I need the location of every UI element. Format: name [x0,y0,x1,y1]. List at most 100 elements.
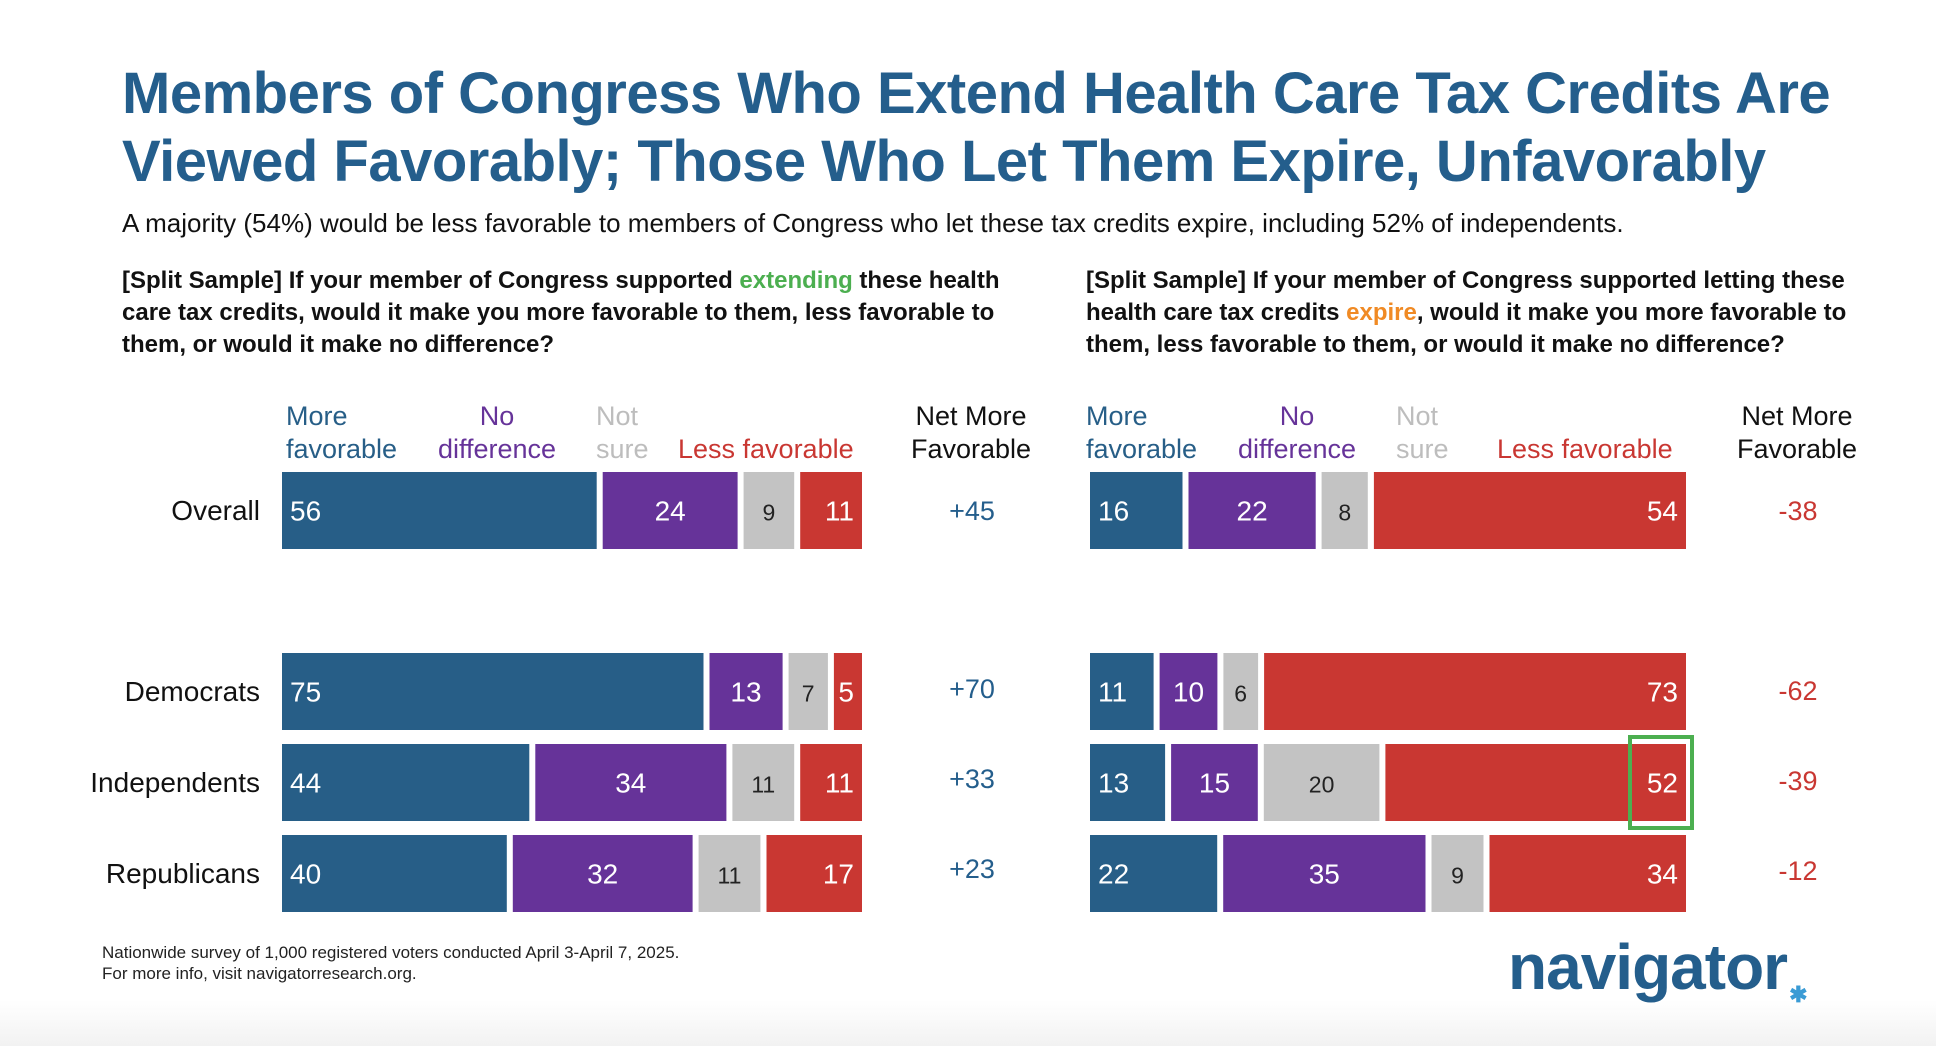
right-header-nodiff-line1: No [1279,401,1315,431]
left-bar-independents-more [282,744,530,821]
right-bar-independents-notsure [1263,744,1380,821]
left-bar-republicans-notsure [698,835,761,912]
left-net-republicans: +23 [949,854,995,884]
left-header-notsure: Not sure [596,400,649,466]
left-label-republicans-nodiff: 32 [587,859,618,890]
left-net-democrats: +70 [949,674,995,704]
left-bar-republicans-nodiff [512,835,693,912]
right-label-democrats-more: 11 [1098,677,1127,708]
left-bar-democrats-more [282,653,704,730]
right-label-overall-more: 16 [1098,496,1129,527]
right-label-overall-nodiff: 22 [1237,496,1268,527]
left-question-highlight: extending [739,267,853,294]
right-bar-republicans-more [1090,835,1218,912]
left-header-more-line2: favorable [286,434,398,464]
row-label-democrats: Democrats [124,676,260,707]
right-header-more-line2: favorable [1086,434,1198,464]
left-label-overall-less: 11 [825,496,854,527]
left-header-net: Net More Favorable [906,400,1036,466]
left-net-independents: +33 [949,764,995,794]
right-bar-overall-notsure [1321,472,1368,549]
right-bar-overall-less [1373,472,1686,549]
left-bar-democrats-less [833,653,862,730]
left-header-nodiff-line1: No [479,401,515,431]
right-bar-republicans-notsure [1431,835,1484,912]
left-bar-democrats-notsure [788,653,828,730]
right-net-democrats: -62 [1778,676,1818,706]
left-label-independents-more: 44 [290,768,321,799]
right-header-notsure: Not sure [1396,400,1449,466]
right-bar-democrats-more [1090,653,1154,730]
right-header-net-line1: Net More [1741,401,1853,431]
left-label-overall-nodiff: 24 [655,496,686,527]
left-label-democrats-notsure: 7 [802,681,815,707]
left-label-independents-less: 11 [825,768,854,799]
row-label-republicans: Republicans [105,858,260,889]
left-header-notsure-line2: sure [596,434,649,464]
right-question-after: , would it make you more favorable to th… [1086,299,1847,358]
left-header-nodiff: No difference [432,400,562,466]
right-label-democrats-notsure: 6 [1234,681,1247,707]
right-bar-republicans-less [1489,835,1686,912]
right-bar-independents-nodiff [1171,744,1258,821]
left-label-democrats-less: 5 [838,677,854,708]
bottom-fade [0,1000,1936,1046]
left-label-democrats-more: 75 [290,677,321,708]
left-bar-independents-nodiff [535,744,727,821]
right-header-net-line2: Favorable [1736,434,1858,464]
left-label-republicans-more: 40 [290,859,321,890]
right-label-republicans-more: 22 [1098,859,1129,890]
right-label-overall-notsure: 8 [1338,500,1351,526]
right-question: [Split Sample] If your member of Congres… [1086,265,1886,361]
right-label-independents-nodiff: 15 [1199,768,1230,799]
left-header-net-line1: Net More [915,401,1027,431]
left-bar-republicans-less [766,835,862,912]
page-title: Members of Congress Who Extend Health Ca… [122,61,1831,194]
right-label-independents-notsure: 20 [1309,772,1335,798]
left-header-less: Less favorable [678,434,854,464]
left-label-independents-nodiff: 34 [615,768,646,799]
right-bar-independents-less [1385,744,1686,821]
right-label-republicans-less: 34 [1647,859,1678,890]
footnote-line1: Nationwide survey of 1,000 registered vo… [102,943,680,962]
right-label-democrats-nodiff: 10 [1173,677,1204,708]
left-label-overall-notsure: 9 [763,500,776,526]
left-bar-overall-more [282,472,597,549]
left-label-democrats-nodiff: 13 [730,677,761,708]
right-header-notsure-line1: Not [1396,401,1439,431]
left-net-overall: +45 [949,496,995,526]
footnote-line2: For more info, visit navigatorresearch.o… [102,964,417,983]
left-header-notsure-line1: Not [596,401,639,431]
left-label-independents-notsure: 11 [751,772,775,798]
left-bar-independents-notsure [732,744,795,821]
right-header-more-line1: More [1086,401,1148,431]
right-header-more: More favorable [1086,400,1197,466]
left-label-republicans-less: 17 [823,859,854,890]
row-label-independents: Independents [90,767,260,798]
left-label-overall-more: 56 [290,496,321,527]
highlight-box [1628,735,1694,830]
left-bar-democrats-nodiff [709,653,783,730]
logo-text: navigator [1508,931,1788,1003]
left-question-before: [Split Sample] If your member of Congres… [122,267,740,294]
right-bar-democrats-notsure [1223,653,1259,730]
right-header-notsure-line2: sure [1396,434,1449,464]
right-header-net: Net More Favorable [1732,400,1862,466]
left-bar-independents-less [800,744,862,821]
right-net-republicans: -12 [1778,856,1818,886]
logo-star-icon: ✱ [1789,982,1807,1007]
right-label-democrats-less: 73 [1647,677,1678,708]
right-bar-democrats-nodiff [1159,653,1218,730]
left-question-after: these health care tax credits, would it … [122,267,1000,358]
right-header-nodiff: No difference [1232,400,1362,466]
navigator-logo: navigator✱ [1508,931,1808,1007]
right-net-independents: -39 [1778,766,1818,796]
left-bar-overall-less [800,472,862,549]
left-bar-overall-nodiff [602,472,738,549]
right-header-less: Less favorable [1497,434,1673,464]
left-bar-overall-notsure [743,472,795,549]
left-header-net-line2: Favorable [910,434,1032,464]
subtitle: A majority (54%) would be less favorable… [122,208,1624,238]
right-question-highlight: expire [1346,299,1417,326]
